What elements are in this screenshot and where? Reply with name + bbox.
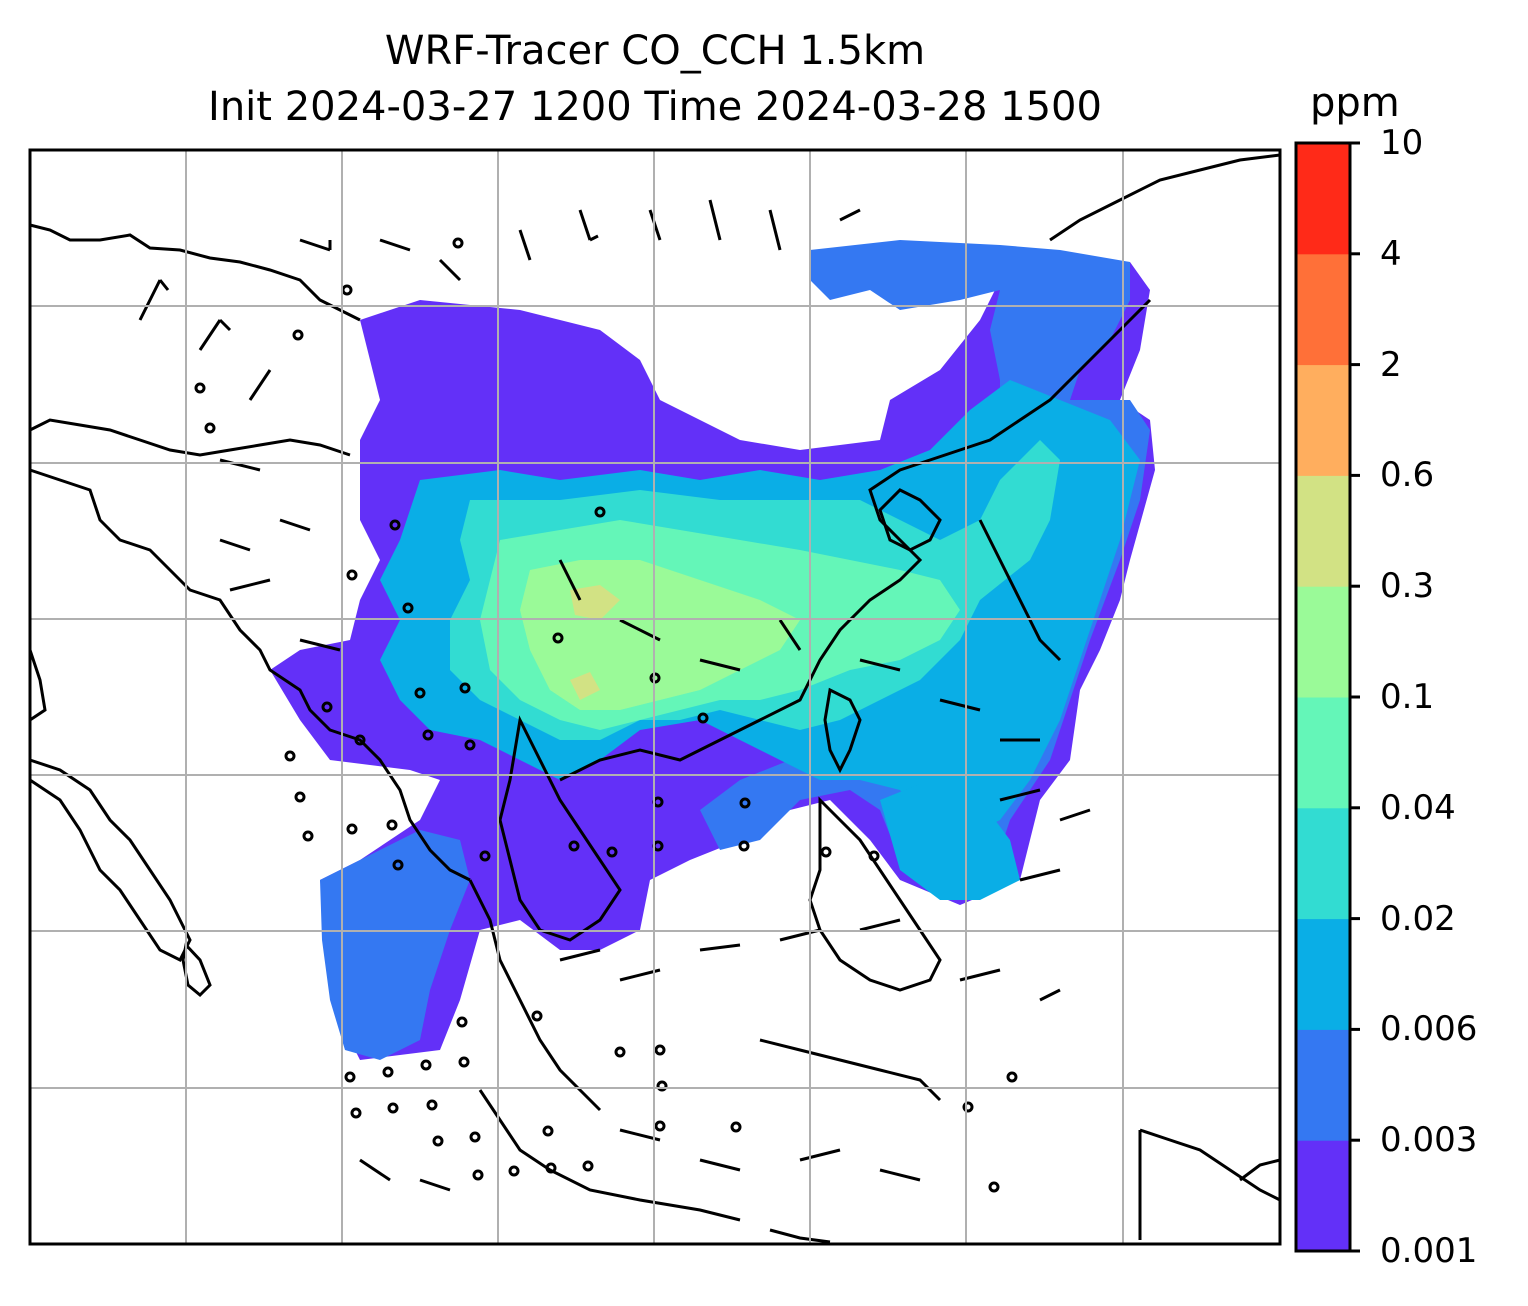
map-gridlines (30, 150, 1280, 1244)
wind-barbs (138, 199, 1091, 1192)
map-frame (28, 148, 1282, 1246)
colorbar-segment (1296, 1029, 1350, 1141)
colorbar-segment (1296, 807, 1350, 920)
map-title-line2: Init 2024-03-27 1200 Time 2024-03-28 150… (208, 84, 1102, 130)
colorbar-tick-label: 2 (1380, 344, 1402, 385)
colorbar (1294, 141, 1360, 1253)
colorbar-segment (1296, 143, 1350, 255)
colorbar-segment (1296, 475, 1350, 587)
colorbar-tick-label: 0.02 (1380, 898, 1456, 939)
colorbar-segment (1296, 1140, 1350, 1252)
colorbar-segment (1296, 253, 1350, 366)
colorbar-tick-label: 0.04 (1380, 787, 1456, 828)
colorbar-tick-label: 0.003 (1380, 1120, 1478, 1161)
colorbar-tick-label: 0.3 (1380, 566, 1435, 607)
colorbar-tick-label: 0.006 (1380, 1009, 1478, 1050)
colorbar-unit: ppm (1310, 80, 1400, 126)
coastlines (28, 153, 1281, 1244)
colorbar-segment (1296, 918, 1350, 1030)
calm-wind-markers (194, 237, 1018, 1193)
colorbar-tick-label: 0.6 (1380, 455, 1435, 496)
tracer-concentration-field (270, 240, 1155, 1060)
colorbar-segment (1296, 364, 1350, 476)
colorbar-segment (1296, 697, 1350, 809)
colorbar-tick-label: 10 (1380, 123, 1424, 163)
colorbar-tick-label: 0.001 (1380, 1231, 1478, 1271)
map-title-line1: WRF-Tracer CO_CCH 1.5km (384, 28, 926, 74)
colorbar-tick-label: 4 (1380, 233, 1402, 274)
colorbar-segment (1296, 586, 1350, 698)
colorbar-tick-label: 0.1 (1380, 677, 1435, 717)
